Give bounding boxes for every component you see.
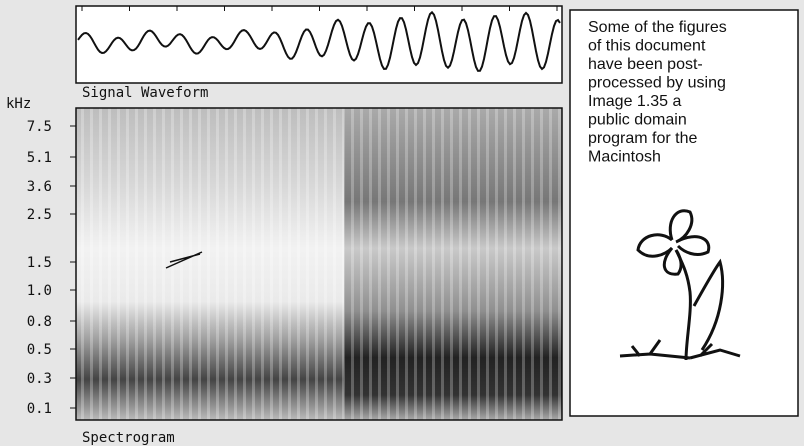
waveform-box [76, 6, 562, 83]
y-tick-label: 7.5 [27, 119, 52, 135]
note-line: of this document [588, 38, 706, 55]
note-line: Macintosh [588, 149, 661, 166]
y-tick-label: 1.5 [27, 255, 52, 271]
note-line: Some of the figures [588, 19, 727, 36]
y-tick-label: 0.1 [27, 401, 52, 417]
spectrogram-label: Spectrogram [82, 430, 175, 446]
note-line: processed by using [588, 75, 726, 92]
y-tick-label: 0.3 [27, 371, 52, 387]
note-line: public domain [588, 112, 687, 129]
unit-label: kHz [6, 96, 31, 112]
waveform-label: Signal Waveform [82, 85, 208, 101]
y-tick-label: 5.1 [27, 150, 52, 166]
spectrogram-texture [76, 108, 562, 420]
y-tick-label: 2.5 [27, 207, 52, 223]
note-line: program for the [588, 130, 697, 147]
y-tick-label: 3.6 [27, 179, 52, 195]
screen: Signal Waveform kHz 7.5 5.1 3.6 2.5 1.5 1.0 0.… [0, 0, 804, 446]
page: Signal Waveform kHz 7.5 5.1 3.6 2.5 1.5 1.0 0.… [0, 0, 804, 446]
y-tick-label: 0.5 [27, 342, 52, 358]
y-tick-label: 1.0 [27, 283, 52, 299]
y-tick-label: 0.8 [27, 314, 52, 330]
note-line: have been post- [588, 56, 703, 73]
note-line: Image 1.35 a [588, 93, 682, 110]
